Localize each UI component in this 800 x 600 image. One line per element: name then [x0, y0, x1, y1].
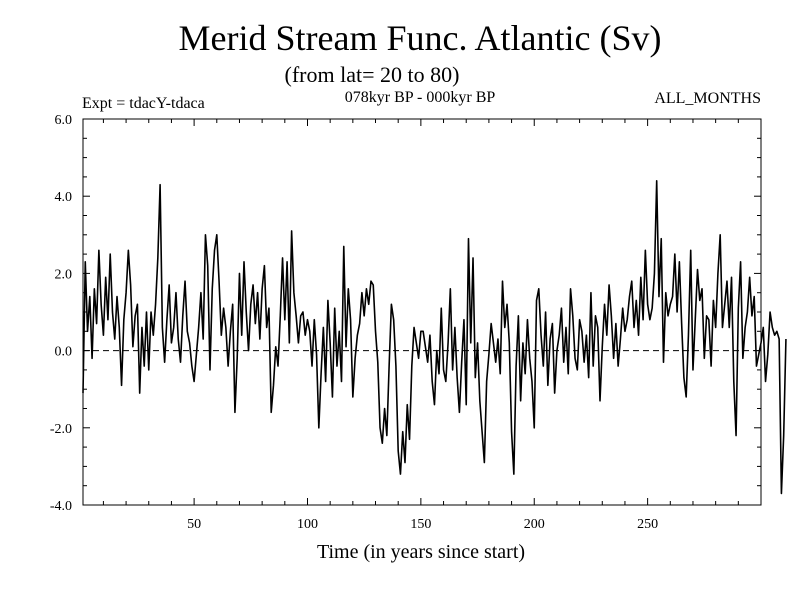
chart-subtitle: (from lat= 20 to 80) — [285, 62, 460, 87]
months-label: ALL_MONTHS — [654, 90, 761, 107]
plot-frame — [82, 118, 762, 506]
y-tick-label: 0.0 — [55, 345, 73, 360]
x-tick-label: 50 — [187, 517, 201, 532]
chart-title: Merid Stream Func. Atlantic (Sv) — [179, 18, 662, 58]
x-tick-label: 250 — [637, 517, 658, 532]
period-label: 078kyr BP - 000kyr BP — [345, 89, 496, 106]
x-axis-label: Time (in years since start) — [317, 541, 525, 563]
experiment-label: Expt = tdacY-tdaca — [82, 95, 205, 112]
y-tick-label: 4.0 — [55, 190, 73, 205]
series-line — [82, 179, 787, 495]
x-tick-label: 200 — [524, 517, 545, 532]
x-tick-label: 100 — [297, 517, 318, 532]
y-tick-label: -2.0 — [50, 422, 72, 437]
plot-area: -4.0 -2.0 0.0 2.0 4.0 6.0 50 100 150 200 250 — [50, 113, 787, 532]
y-tick-label: 2.0 — [55, 267, 73, 282]
x-tick-label: 150 — [410, 517, 431, 532]
y-tick-label: 6.0 — [55, 113, 73, 128]
y-tick-label: -4.0 — [50, 499, 72, 514]
